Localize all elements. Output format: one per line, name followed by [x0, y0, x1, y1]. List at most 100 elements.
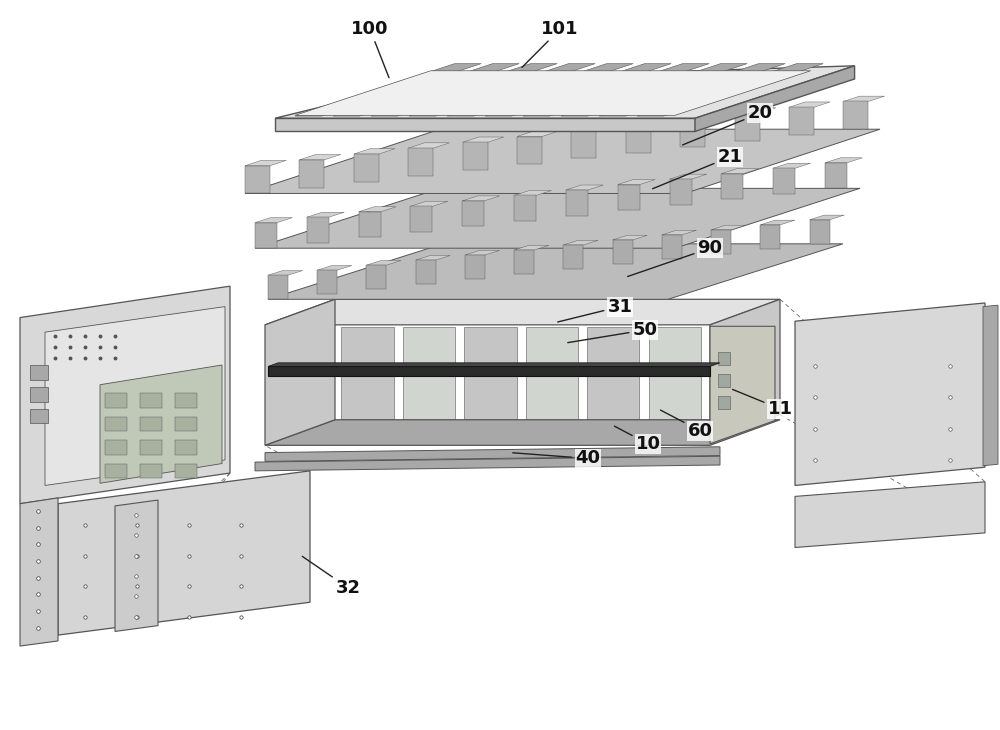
- Polygon shape: [410, 207, 432, 232]
- Polygon shape: [789, 107, 814, 135]
- Polygon shape: [175, 464, 197, 478]
- Text: 31: 31: [558, 298, 633, 322]
- Text: 11: 11: [733, 389, 792, 418]
- Polygon shape: [359, 207, 396, 212]
- Polygon shape: [115, 500, 158, 631]
- Polygon shape: [670, 174, 707, 179]
- Text: 21: 21: [653, 148, 742, 189]
- Polygon shape: [175, 440, 197, 455]
- Polygon shape: [268, 244, 843, 299]
- Polygon shape: [721, 169, 759, 174]
- Polygon shape: [735, 113, 760, 141]
- Polygon shape: [462, 201, 484, 226]
- Polygon shape: [718, 396, 730, 409]
- Text: 40: 40: [513, 450, 600, 467]
- Polygon shape: [299, 160, 324, 188]
- Polygon shape: [649, 327, 701, 444]
- Polygon shape: [670, 179, 692, 204]
- Polygon shape: [175, 393, 197, 408]
- Polygon shape: [255, 188, 860, 248]
- Polygon shape: [140, 464, 162, 478]
- Polygon shape: [637, 64, 823, 116]
- Polygon shape: [255, 456, 720, 471]
- Polygon shape: [735, 108, 776, 113]
- Polygon shape: [599, 64, 785, 116]
- Polygon shape: [366, 261, 401, 265]
- Polygon shape: [371, 64, 557, 116]
- Polygon shape: [773, 164, 811, 168]
- Polygon shape: [514, 245, 549, 250]
- Polygon shape: [317, 266, 352, 270]
- Polygon shape: [105, 464, 127, 478]
- Text: 10: 10: [614, 426, 660, 453]
- Polygon shape: [710, 299, 780, 438]
- Polygon shape: [464, 327, 516, 444]
- Polygon shape: [618, 180, 655, 185]
- Polygon shape: [317, 270, 337, 294]
- Polygon shape: [463, 142, 488, 170]
- Polygon shape: [268, 363, 720, 366]
- Polygon shape: [711, 225, 746, 230]
- Polygon shape: [268, 275, 288, 299]
- Polygon shape: [307, 212, 344, 218]
- Polygon shape: [359, 212, 381, 237]
- Polygon shape: [105, 417, 127, 431]
- Polygon shape: [416, 260, 436, 284]
- Polygon shape: [613, 240, 633, 264]
- Polygon shape: [523, 64, 709, 116]
- Polygon shape: [563, 240, 598, 245]
- Polygon shape: [626, 125, 651, 153]
- Polygon shape: [662, 235, 682, 259]
- Polygon shape: [295, 64, 481, 116]
- Polygon shape: [408, 143, 449, 148]
- Polygon shape: [760, 225, 780, 249]
- Text: 32: 32: [302, 556, 360, 596]
- Polygon shape: [255, 223, 277, 248]
- Polygon shape: [680, 114, 721, 119]
- Polygon shape: [409, 64, 595, 116]
- Polygon shape: [773, 168, 795, 193]
- Text: 100: 100: [351, 20, 389, 77]
- Polygon shape: [789, 102, 830, 107]
- Polygon shape: [255, 218, 292, 223]
- Polygon shape: [618, 185, 640, 210]
- Polygon shape: [299, 155, 341, 160]
- Text: 20: 20: [683, 104, 772, 145]
- Polygon shape: [843, 101, 868, 129]
- Polygon shape: [680, 119, 705, 147]
- Polygon shape: [265, 299, 335, 445]
- Text: 90: 90: [628, 239, 722, 277]
- Polygon shape: [366, 265, 386, 289]
- Polygon shape: [465, 250, 500, 255]
- Polygon shape: [268, 366, 710, 376]
- Polygon shape: [410, 201, 448, 207]
- Polygon shape: [30, 409, 48, 423]
- Polygon shape: [514, 196, 536, 221]
- Polygon shape: [408, 148, 433, 176]
- Polygon shape: [465, 255, 485, 279]
- Polygon shape: [265, 447, 720, 461]
- Polygon shape: [526, 327, 578, 444]
- Polygon shape: [825, 163, 847, 188]
- Polygon shape: [463, 137, 504, 142]
- Polygon shape: [760, 220, 795, 225]
- Polygon shape: [245, 166, 270, 193]
- Polygon shape: [563, 245, 583, 269]
- Polygon shape: [275, 66, 855, 118]
- Polygon shape: [721, 174, 743, 199]
- Polygon shape: [30, 365, 48, 380]
- Polygon shape: [795, 482, 985, 548]
- Polygon shape: [140, 393, 162, 408]
- Polygon shape: [140, 417, 162, 431]
- Polygon shape: [462, 196, 500, 201]
- Polygon shape: [403, 327, 455, 444]
- Polygon shape: [810, 220, 830, 244]
- Polygon shape: [140, 440, 162, 455]
- Polygon shape: [711, 230, 731, 254]
- Polygon shape: [561, 64, 747, 116]
- Polygon shape: [20, 286, 230, 504]
- Polygon shape: [485, 64, 671, 116]
- Polygon shape: [718, 374, 730, 387]
- Polygon shape: [795, 303, 985, 485]
- Polygon shape: [280, 327, 332, 444]
